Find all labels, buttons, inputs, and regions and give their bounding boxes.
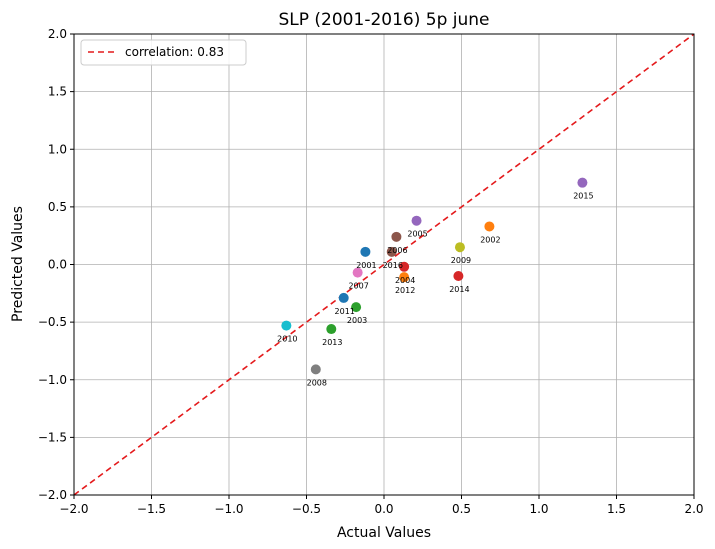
data-point-label-2004: 2004 [395, 276, 415, 285]
data-point-label-2012: 2012 [395, 286, 415, 295]
data-point-label-2002: 2002 [480, 235, 500, 244]
data-point-2007 [352, 267, 363, 278]
x-tick-label-2: −1.0 [214, 502, 243, 516]
data-point-label-2013: 2013 [322, 338, 342, 347]
y-tick-label-4: 0.0 [48, 258, 67, 272]
data-point-label-2001: 2001 [356, 261, 376, 270]
data-point-label-2005: 2005 [407, 230, 427, 239]
y-tick-label-2: −1.0 [38, 373, 67, 387]
legend-entry-correlation: correlation: 0.83 [125, 45, 224, 59]
x-tick-label-3: −0.5 [292, 502, 321, 516]
data-point-label-2006: 2006 [387, 246, 407, 255]
data-point-2002 [484, 221, 495, 232]
data-point-label-2015: 2015 [573, 192, 593, 201]
data-point-label-2009: 2009 [451, 256, 471, 265]
correlation-reference-line [73, 33, 695, 496]
data-point-label-2014: 2014 [449, 285, 469, 294]
y-tick-label-8: 2.0 [48, 27, 67, 41]
data-point-2003 [351, 302, 362, 313]
legend: correlation: 0.83 [80, 39, 247, 66]
x-tick-label-8: 2.0 [684, 502, 703, 516]
data-point-2005 [411, 215, 422, 226]
x-tick-label-5: 0.5 [452, 502, 471, 516]
data-point-label-2003: 2003 [347, 316, 367, 325]
data-point-label-2007: 2007 [348, 282, 368, 291]
x-tick-label-0: −2.0 [59, 502, 88, 516]
data-point-label-2011: 2011 [335, 307, 355, 316]
data-point-2012 [399, 272, 410, 283]
data-point-2013 [326, 324, 337, 335]
y-tick-label-5: 0.5 [48, 200, 67, 214]
chart-title: SLP (2001-2016) 5p june [279, 10, 490, 30]
x-tick-label-4: 0.0 [374, 502, 393, 516]
data-point-label-2010: 2010 [277, 335, 297, 344]
y-tick-label-0: −2.0 [38, 488, 67, 502]
x-axis-ticks: −2.0 −1.5 −1.0 −0.5 0.0 0.5 1.0 1.5 2.0 [59, 495, 704, 516]
data-point-2011 [338, 292, 349, 303]
legend-box [80, 39, 247, 66]
y-axis-ticks: −2.0 −1.5 −1.0 −0.5 0.0 0.5 1.0 1.5 2.0 [38, 27, 74, 502]
y-tick-label-3: −0.5 [38, 315, 67, 329]
data-point-2015 [577, 177, 588, 188]
data-point-2016 [386, 246, 397, 257]
data-point-2014 [453, 271, 464, 282]
data-point-2008 [310, 364, 321, 375]
data-point-2001 [360, 246, 371, 257]
data-point-label-2008: 2008 [307, 378, 327, 387]
x-tick-label-7: 1.5 [607, 502, 626, 516]
y-tick-label-7: 1.5 [48, 85, 67, 99]
x-tick-label-1: −1.5 [137, 502, 166, 516]
data-point-2006 [391, 231, 402, 242]
x-axis-label: Actual Values [337, 525, 431, 541]
data-point-2010 [281, 320, 292, 331]
y-tick-label-1: −1.5 [38, 430, 67, 444]
y-axis-label: Predicted Values [10, 206, 26, 322]
data-point-label-2016: 2016 [383, 261, 403, 270]
data-point-2009 [454, 242, 465, 253]
y-tick-label-6: 1.0 [48, 142, 67, 156]
x-tick-label-6: 1.0 [529, 502, 548, 516]
data-point-2004 [399, 261, 410, 272]
